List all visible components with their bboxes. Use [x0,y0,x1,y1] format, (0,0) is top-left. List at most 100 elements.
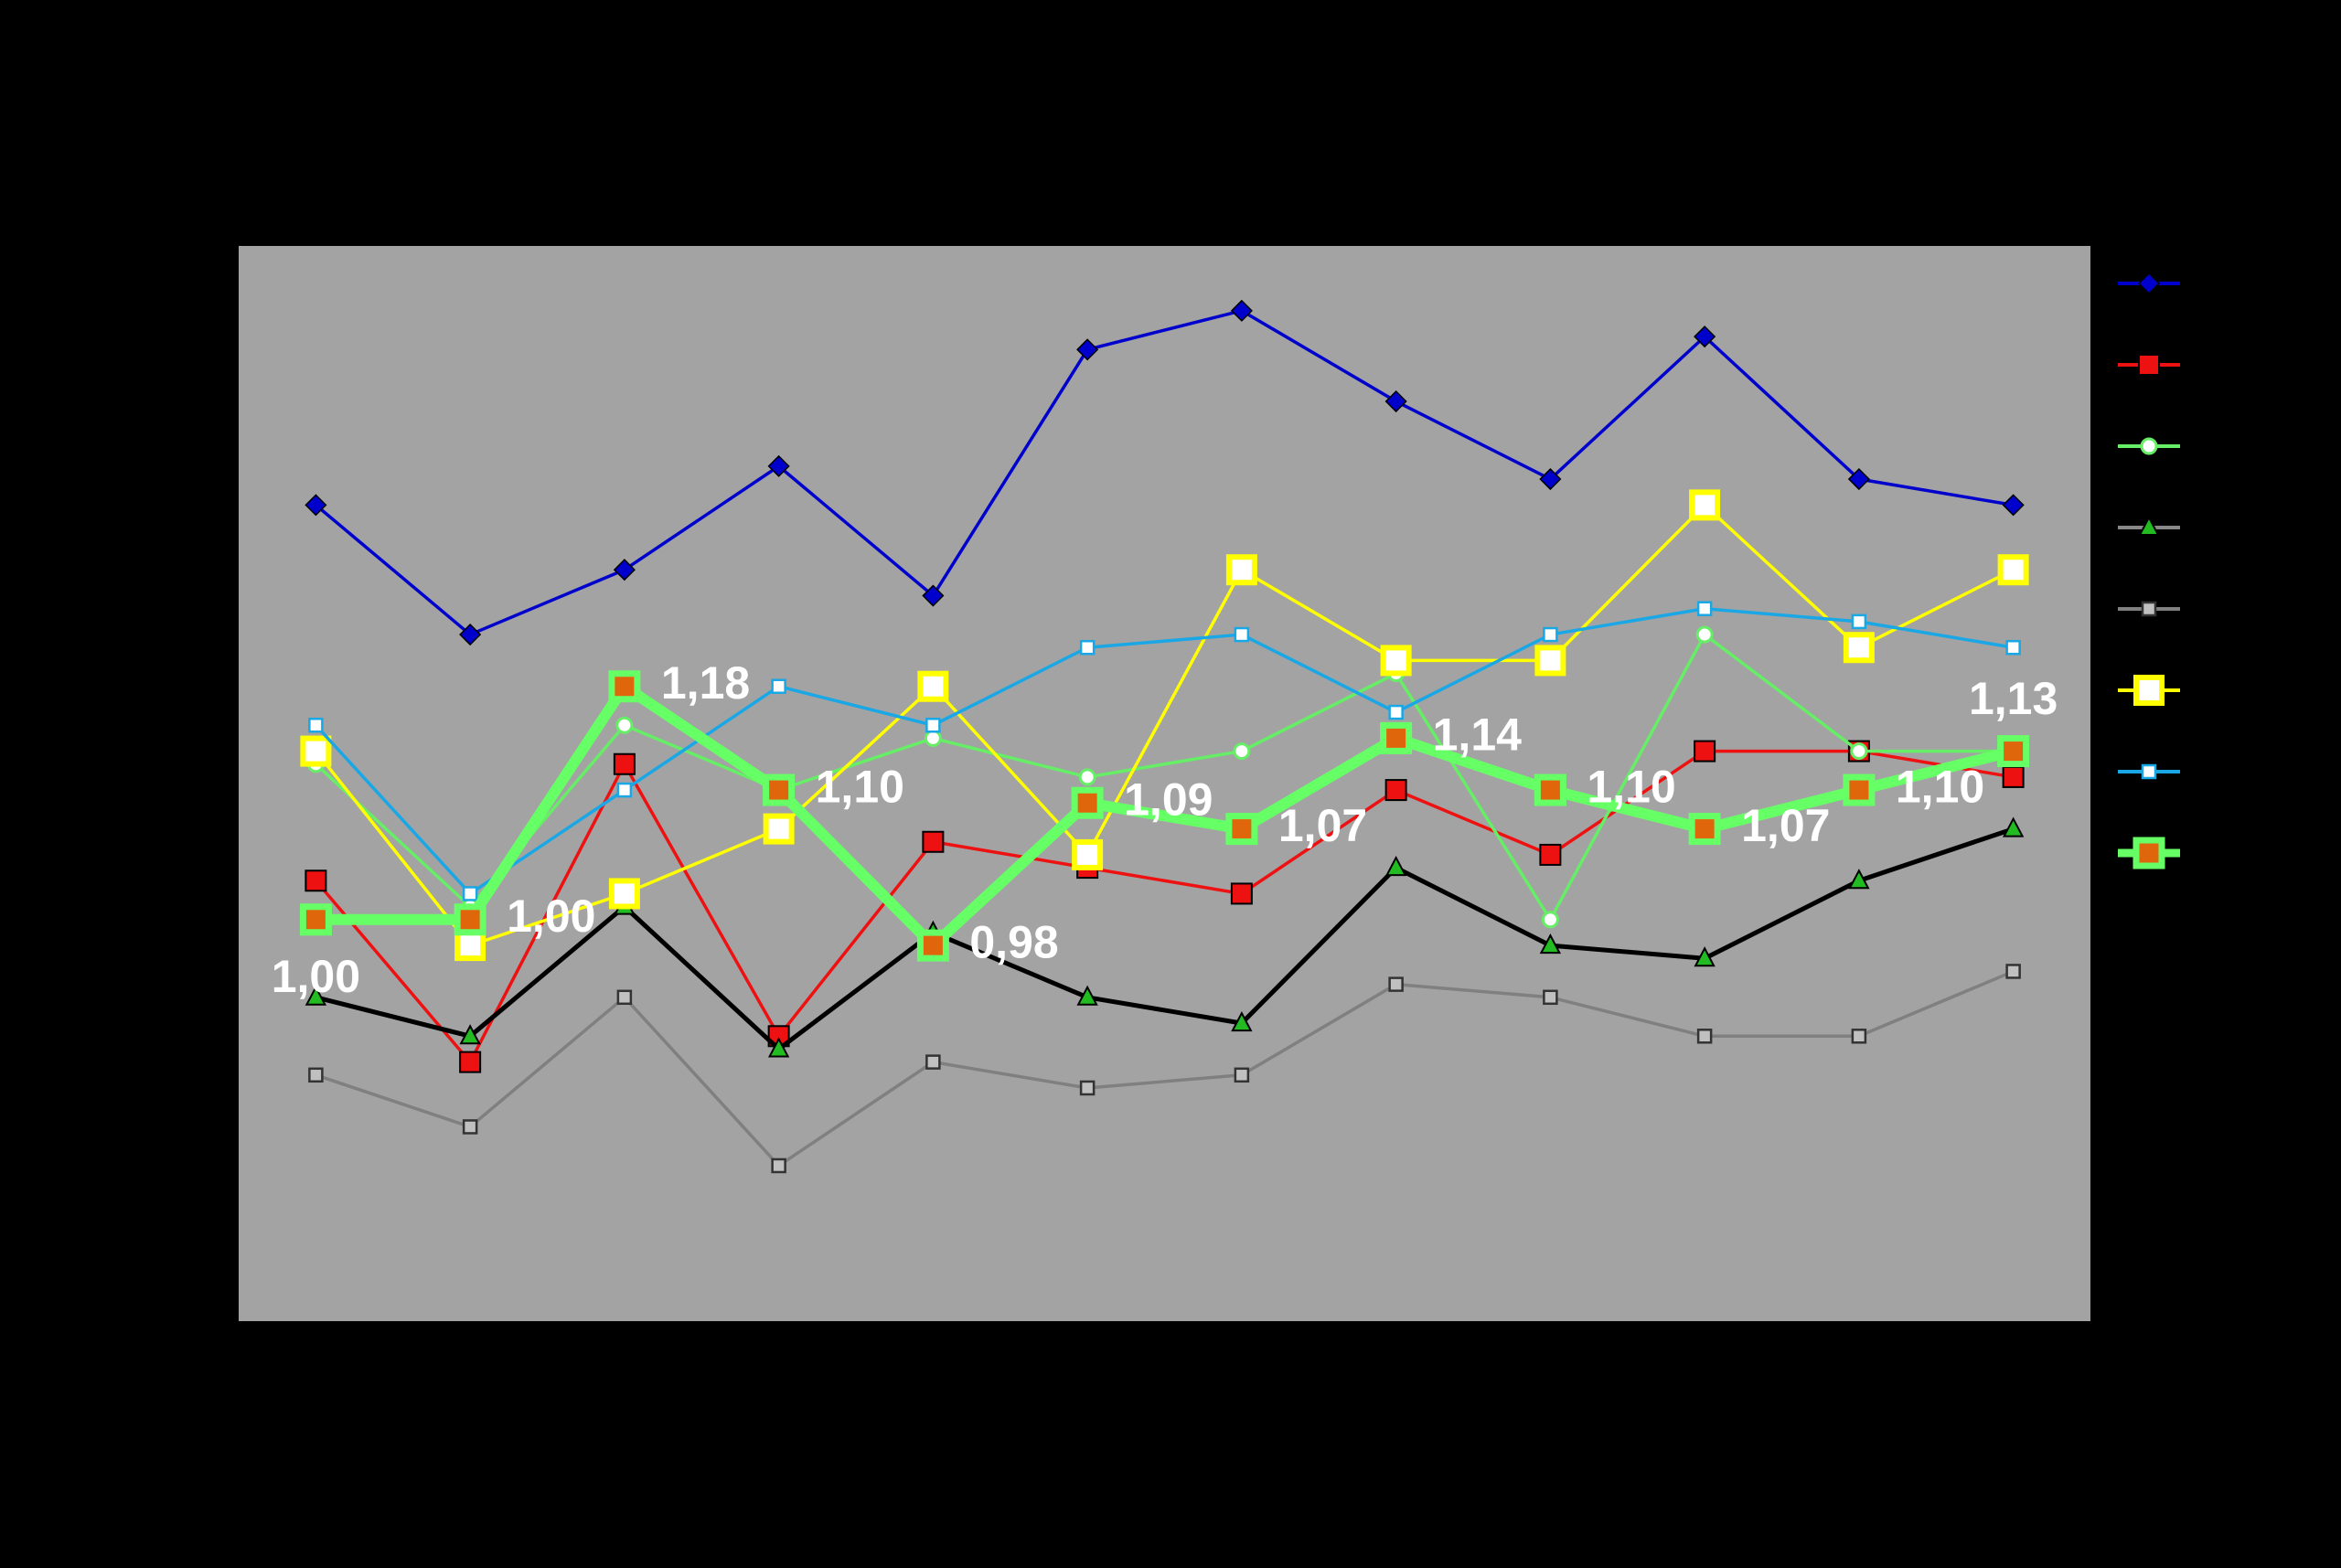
data-point [615,716,634,734]
data-point [299,903,332,936]
legend-marker [2138,354,2160,376]
data-point [616,782,633,798]
data-point [1539,933,1562,955]
legend-marker [2141,601,2157,617]
data-label: 1,00 [272,951,360,1002]
data-point [1230,299,1253,322]
data-label: 1,18 [661,657,750,709]
data-label: 1,10 [1896,761,1984,812]
data-label: 1,07 [1741,800,1830,851]
data-point [924,729,942,747]
data-point [1078,768,1096,786]
data-point [1534,645,1566,677]
data-point [1534,773,1566,806]
data-label: 1,09 [1124,773,1213,825]
data-point [462,1119,478,1135]
data-point [1541,911,1559,929]
data-point [305,869,327,892]
data-point [454,903,486,936]
data-point [1843,632,1875,664]
data-point [1234,626,1250,643]
data-point [300,735,332,767]
data-point [613,752,636,775]
data-point [925,717,941,733]
data-point [917,670,949,702]
data-point [613,559,636,581]
data-label: 1,10 [1587,761,1675,812]
data-point [1079,639,1096,656]
data-point [459,623,482,646]
data-point [2002,816,2025,837]
data-point [616,989,633,1006]
data-point [1388,704,1404,720]
data-point [1380,721,1413,754]
legend-marker [2137,272,2161,295]
series-line [315,503,2015,947]
data-point [305,985,327,1006]
data-point [1234,1067,1250,1083]
data-point [462,886,478,901]
series-line [315,309,2014,636]
legend-marker [2141,763,2157,780]
data-point [1997,735,2030,768]
data-point [2005,639,2021,656]
data-point [1072,838,1104,870]
data-label: 0,98 [969,916,1058,967]
data-point [1384,779,1407,802]
data-point [308,1067,324,1083]
data-label: 1,00 [507,891,595,942]
data-point [922,584,945,607]
data-point [1851,1029,1867,1044]
data-point [1694,740,1716,763]
data-point [1384,389,1407,413]
data-point [459,1024,481,1045]
data-point [1384,855,1407,877]
data-point [454,930,486,962]
data-point [608,878,640,910]
legend-marker [2133,675,2165,706]
data-point [925,1054,941,1070]
data-point [1380,645,1412,677]
data-label: 1,10 [816,761,904,812]
data-label: 1,14 [1433,709,1523,761]
data-point [2005,964,2021,979]
series-line [315,633,2014,922]
data-point [767,454,790,477]
data-point [308,717,324,733]
data-point [1695,625,1714,644]
data-point [459,1051,482,1073]
data-point [1543,626,1558,643]
data-point [1997,554,2029,586]
legend-marker [2138,515,2160,536]
data-point [1231,1010,1253,1032]
data-point [916,929,949,962]
data-label: 1,13 [1969,673,2058,724]
plot-area [239,246,2090,1321]
series-line [315,749,2014,1064]
data-point [2002,765,2025,788]
data-point [1543,989,1558,1006]
data-point [763,813,795,845]
series-line [315,969,2015,1168]
data-point [1851,613,1867,630]
data-point [1388,976,1404,992]
data-point [608,670,641,703]
data-point [922,830,945,853]
data-point [1079,1080,1096,1096]
data-point [763,773,796,806]
data-point [1076,985,1098,1006]
data-label: 1,07 [1278,800,1367,851]
data-point [1694,946,1716,967]
data-point [1233,742,1251,761]
data-point [1539,843,1562,866]
legend-marker [2133,837,2165,869]
data-point [767,1037,790,1058]
data-point [1694,325,1716,348]
data-point [771,1157,786,1174]
data-point [771,678,786,694]
data-point [1071,786,1104,819]
data-point [1688,813,1721,846]
series-line [315,606,2014,896]
data-point [2002,494,2025,517]
